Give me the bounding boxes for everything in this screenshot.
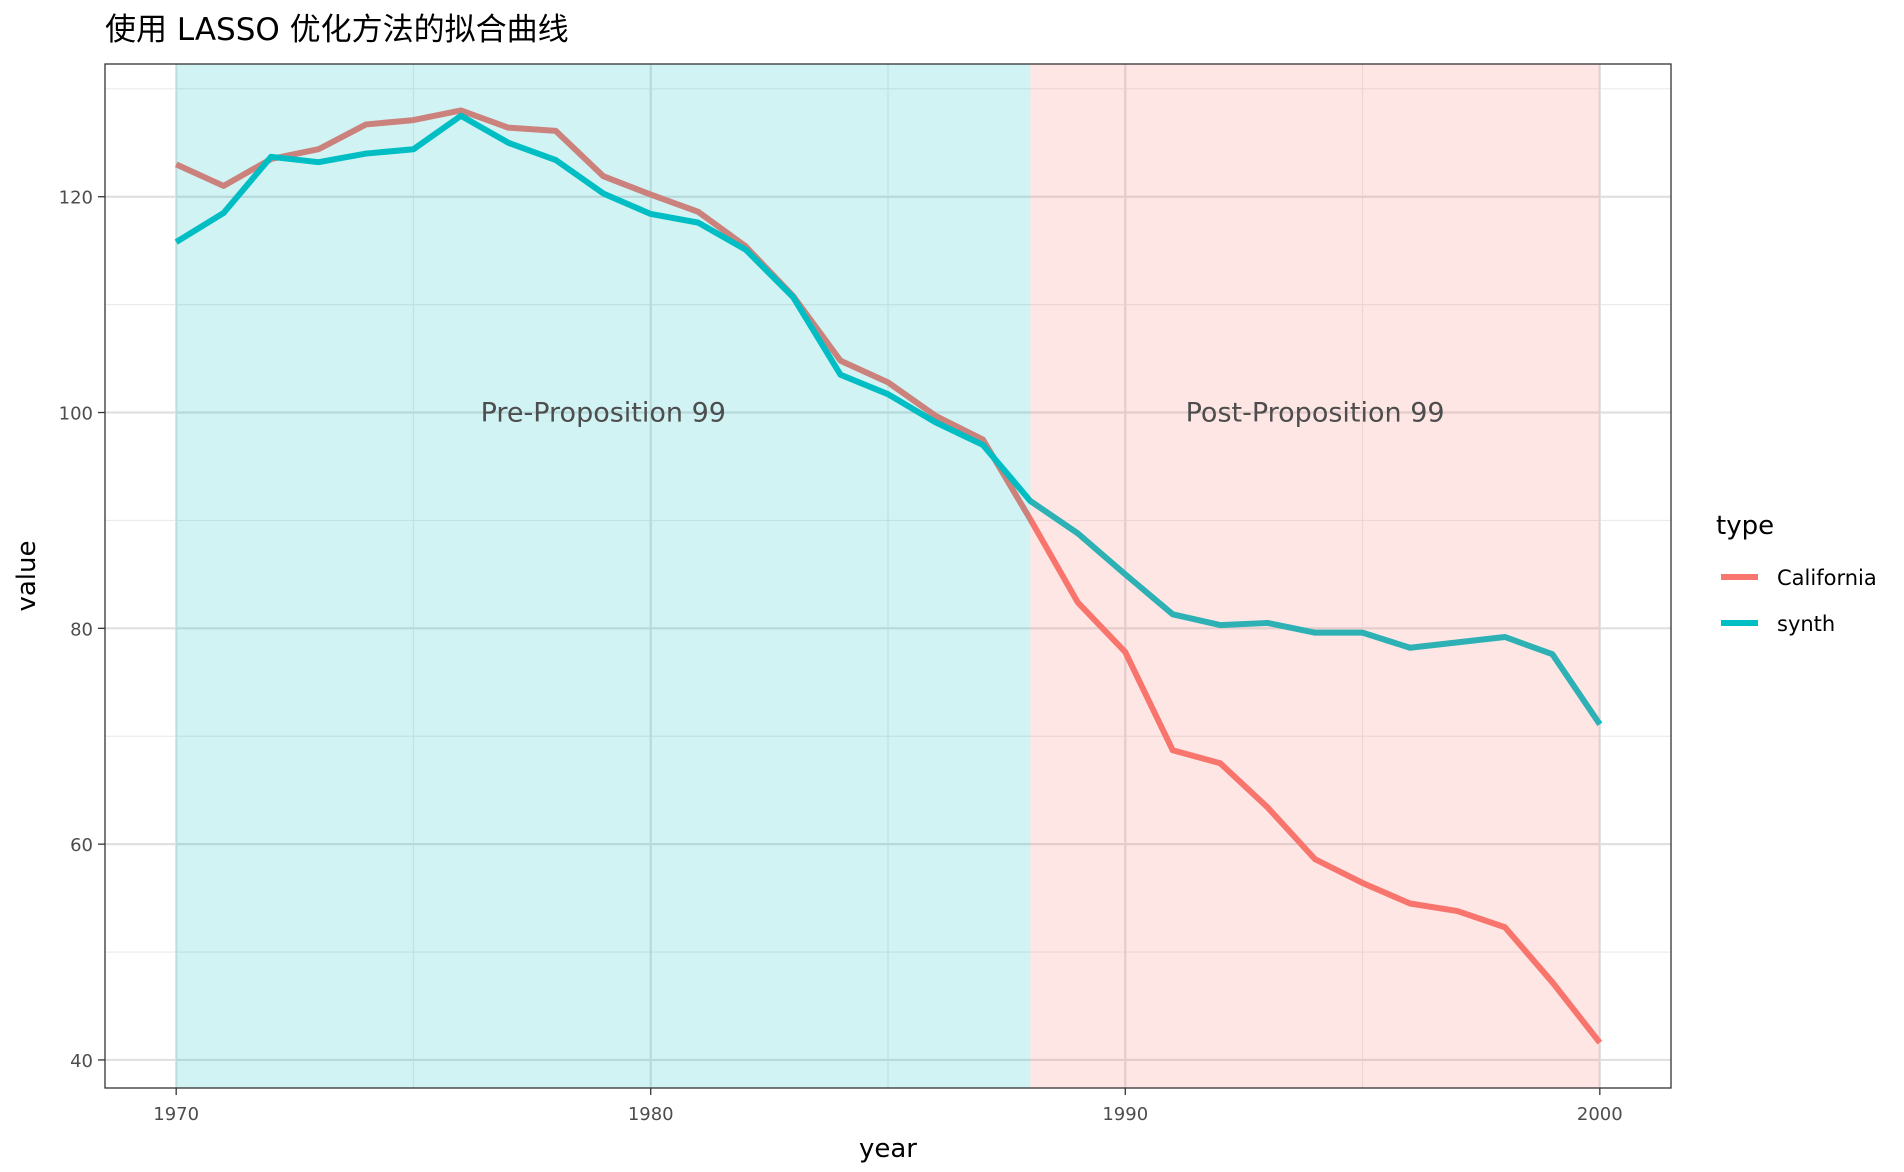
x-tick-label: 1990 [1102, 1104, 1148, 1125]
regions [176, 64, 1600, 1088]
ticks: 1970 1980 1990 2000 40 60 80 100 120 [59, 188, 1623, 1125]
x-axis-title: year [859, 1134, 917, 1164]
panel-border [104, 63, 1672, 1089]
region-label: Post-Proposition 99 [1186, 398, 1445, 429]
series-lines [174, 107, 1603, 1045]
legend-title: type [1716, 511, 1774, 541]
x-tick-label: 2000 [1577, 1104, 1623, 1125]
series-line-california [174, 107, 1603, 1045]
region-post [1030, 64, 1600, 1088]
y-tick-label: 60 [70, 835, 93, 856]
y-tick-label: 40 [70, 1051, 93, 1072]
y-tick-label: 80 [70, 619, 93, 640]
chart-title: 使用 LASSO 优化方法的拟合曲线 [105, 12, 569, 48]
series-line-synth [174, 112, 1603, 727]
y-tick-label: 100 [59, 404, 93, 425]
legend-label: California [1777, 566, 1877, 590]
legend: type California synth [1716, 511, 1877, 636]
x-tick-label: 1980 [628, 1104, 674, 1125]
annotations: Pre-Proposition 99 Post-Proposition 99 [481, 398, 1445, 429]
y-axis-title: value [12, 540, 42, 611]
y-tick-label: 120 [59, 188, 93, 209]
x-tick-label: 1970 [153, 1104, 199, 1125]
legend-label: synth [1777, 612, 1835, 636]
region-label: Pre-Proposition 99 [481, 398, 726, 429]
region-pre [176, 64, 1031, 1088]
grid [105, 64, 1671, 1088]
